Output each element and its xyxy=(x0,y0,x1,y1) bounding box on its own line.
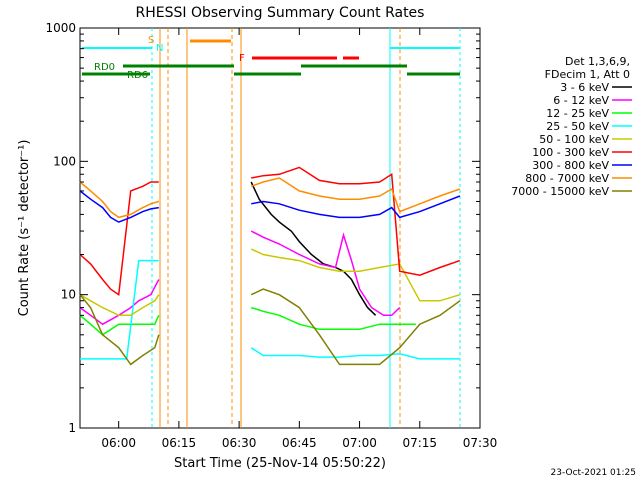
series-line-1 xyxy=(79,230,401,326)
legend-label: 800 - 7000 keV xyxy=(525,172,609,185)
legend-label: 300 - 800 keV xyxy=(532,159,609,172)
flag-label-rd6: RD6 xyxy=(127,70,148,81)
legend-label: 6 - 12 keV xyxy=(553,94,609,107)
y-tick-label: 100 xyxy=(53,154,76,168)
y-axis-ticks: 1 10 100 1000 xyxy=(45,21,480,435)
x-tick-label: 06:30 xyxy=(222,436,257,450)
flag-label-n: N xyxy=(156,43,163,54)
legend-label: 3 - 6 keV xyxy=(560,81,609,94)
x-axis-ticks: 06:00 06:15 06:30 06:45 07:00 07:15 07:30 xyxy=(101,28,497,450)
series-layer xyxy=(79,166,461,366)
series-line-8 xyxy=(79,288,461,366)
legend-label: 7000 - 15000 keV xyxy=(511,185,609,198)
chart-title: RHESSI Observing Summary Count Rates xyxy=(136,5,425,21)
legend-header: Det 1,3,6,9, xyxy=(565,55,630,68)
x-axis-label: Start Time (25-Nov-14 05:50:22) xyxy=(174,456,386,471)
series-line-7 xyxy=(79,177,461,219)
flag-label-s: S xyxy=(148,35,154,46)
x-tick-label: 06:00 xyxy=(101,436,136,450)
x-tick-label: 07:15 xyxy=(402,436,437,450)
y-tick-label: 10 xyxy=(61,288,76,302)
series-line-6 xyxy=(79,190,461,223)
legend-header: FDecim 1, Att 0 xyxy=(545,68,630,81)
generation-timestamp: 23-Oct-2021 01:25 xyxy=(551,468,636,478)
x-tick-label: 06:45 xyxy=(282,436,317,450)
flag-label-rd0: RD0 xyxy=(94,62,115,73)
legend-label: 100 - 300 keV xyxy=(532,146,609,159)
flag-layer: RD0 RD6 SN F xyxy=(82,28,461,428)
x-tick-label: 06:15 xyxy=(162,436,197,450)
y-tick-label: 1 xyxy=(68,421,76,435)
legend-label: 25 - 50 keV xyxy=(546,120,609,133)
y-tick-label: 1000 xyxy=(45,21,76,35)
flag-label-f: F xyxy=(239,53,245,64)
legend-label: 12 - 25 keV xyxy=(546,107,609,120)
series-line-2 xyxy=(79,306,416,336)
x-tick-label: 07:00 xyxy=(342,436,377,450)
legend-label: 50 - 100 keV xyxy=(539,133,609,146)
x-tick-label: 07:30 xyxy=(463,436,498,450)
series-line-0 xyxy=(250,181,377,316)
y-axis-label: Count Rate (s⁻¹ detector⁻¹) xyxy=(17,140,32,317)
plot-frame xyxy=(79,27,481,429)
series-line-4 xyxy=(79,248,461,317)
series-line-5 xyxy=(79,166,461,297)
